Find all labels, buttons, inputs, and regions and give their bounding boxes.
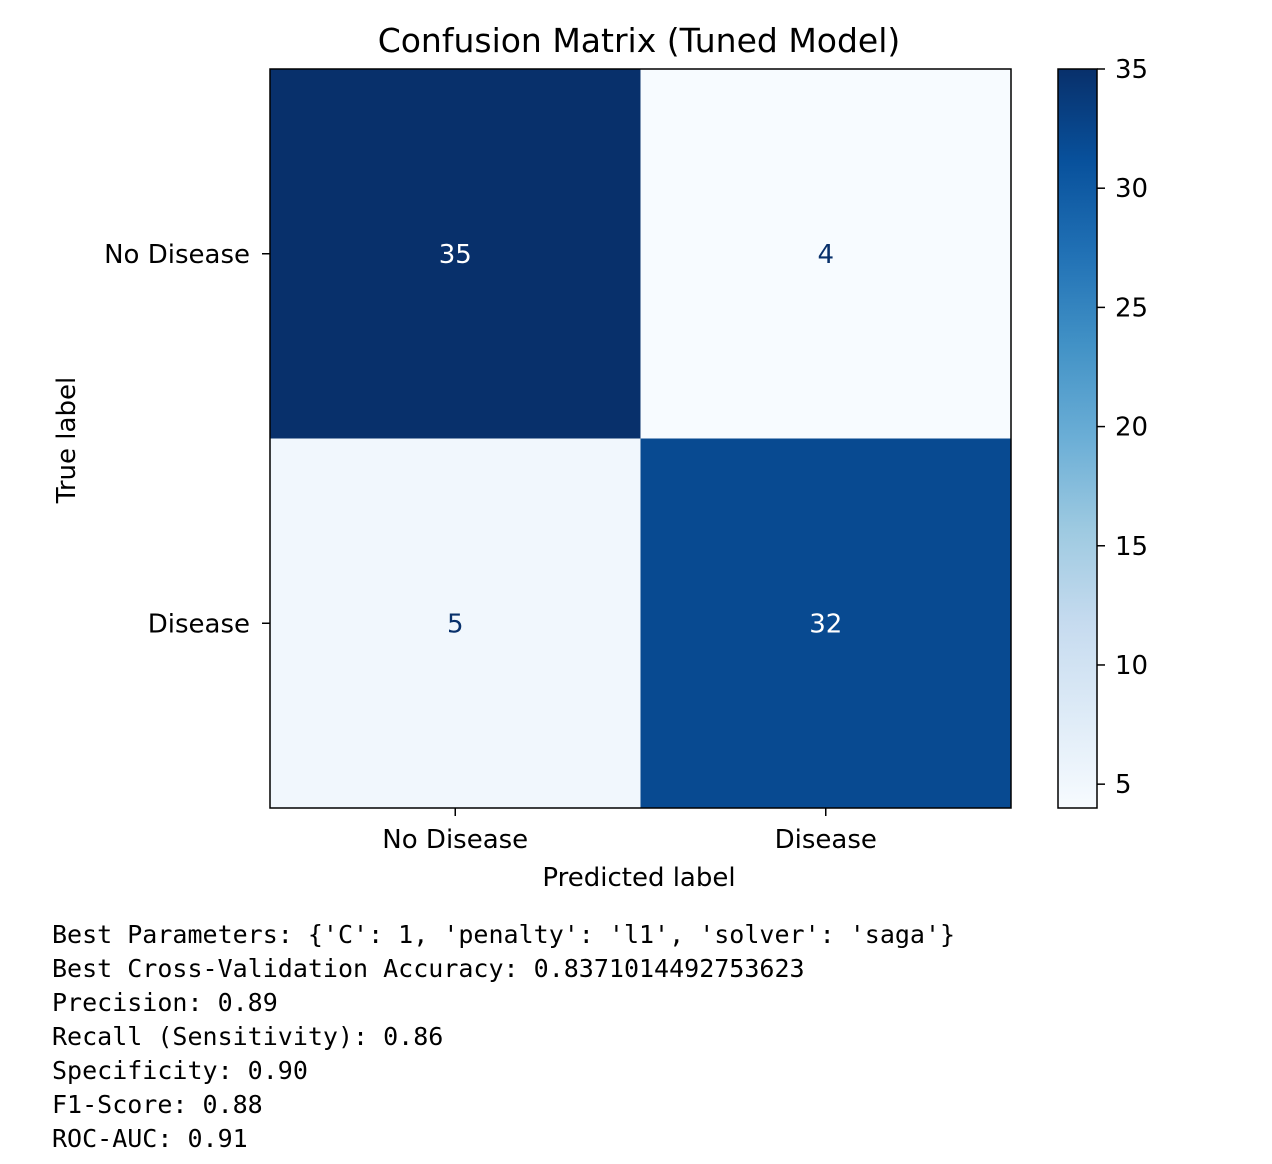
matrix-cell xyxy=(270,438,641,809)
chart-title: Confusion Matrix (Tuned Model) xyxy=(378,21,901,60)
heatmap-cells xyxy=(270,69,1012,809)
colorbar-ticks: 5 10 15 20 25 30 35 xyxy=(1097,55,1148,800)
cell-value-label: 4 xyxy=(817,240,834,270)
colorbar-tick-label: 30 xyxy=(1115,174,1148,204)
y-tick-label: Disease xyxy=(148,609,250,639)
output-line: Best Parameters: {'C': 1, 'penalty': 'l1… xyxy=(52,920,956,949)
colorbar-tick-label: 10 xyxy=(1115,651,1148,681)
confusion-matrix-chart: Confusion Matrix (Tuned Model) 35 4 5 32 No… xyxy=(52,21,1148,893)
plot-frame xyxy=(269,68,1012,809)
cell-value-labels: 35 4 5 32 xyxy=(439,240,843,640)
cell-value-label: 35 xyxy=(439,240,472,270)
output-line: Best Cross-Validation Accuracy: 0.837101… xyxy=(52,954,805,983)
x-axis-ticks: No Disease Disease xyxy=(382,808,877,855)
output-text: Best Parameters: {'C': 1, 'penalty': 'l1… xyxy=(52,918,955,1156)
output-line: Specificity: 0.90 xyxy=(52,1056,308,1085)
y-axis-ticks: No Disease Disease xyxy=(104,240,270,639)
colorbar-tick-label: 35 xyxy=(1115,55,1148,85)
matrix-cell xyxy=(270,69,641,439)
output-line: Recall (Sensitivity): 0.86 xyxy=(52,1022,444,1051)
colorbar xyxy=(1057,68,1098,809)
cell-value-label: 5 xyxy=(447,609,464,639)
matrix-cell xyxy=(640,69,1012,439)
cell-value-label: 32 xyxy=(809,609,842,639)
x-tick-label: No Disease xyxy=(382,825,528,855)
y-axis-label: True label xyxy=(52,377,82,504)
x-axis-label: Predicted label xyxy=(542,863,735,893)
output-line: F1-Score: 0.88 xyxy=(52,1090,263,1119)
x-tick-label: Disease xyxy=(775,825,877,855)
colorbar-tick-label: 5 xyxy=(1115,770,1132,800)
matrix-cell xyxy=(640,438,1012,809)
colorbar-tick-label: 25 xyxy=(1115,293,1148,323)
output-line: ROC-AUC: 0.91 xyxy=(52,1124,248,1153)
output-line: Precision: 0.89 xyxy=(52,988,278,1017)
colorbar-tick-label: 15 xyxy=(1115,532,1148,562)
y-tick-label: No Disease xyxy=(104,240,250,270)
colorbar-tick-label: 20 xyxy=(1115,413,1148,443)
